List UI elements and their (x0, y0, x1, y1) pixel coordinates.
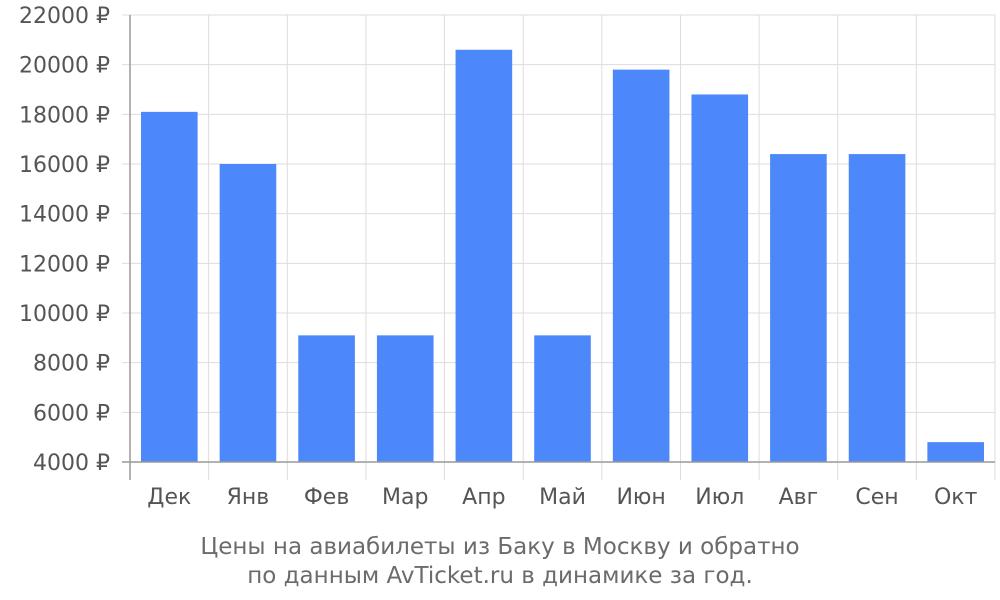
bar (219, 164, 277, 462)
x-tick-label: Мар (382, 485, 428, 510)
bar (770, 154, 827, 463)
y-tick-label: 12000 ₽ (19, 252, 110, 277)
x-tick-label: Дек (147, 485, 191, 510)
x-tick-label: Окт (934, 485, 978, 510)
y-tick-label: 4000 ₽ (33, 451, 110, 476)
x-tick-label: Апр (462, 485, 505, 510)
y-tick-label: 16000 ₽ (19, 153, 110, 178)
y-tick-label: 20000 ₽ (19, 54, 110, 79)
axis-layer: 4000 ₽ 6000 ₽ 8000 ₽ 10000 ₽ 12000 ₽ 14000 ₽ 1… (19, 4, 995, 510)
chart-caption-line-1: Цены на авиабилеты из Баку в Москву и об… (200, 534, 800, 560)
bar (848, 154, 906, 463)
bar (691, 94, 749, 462)
x-tick-label: Май (539, 485, 586, 510)
bar-layer (141, 49, 984, 463)
bar (534, 335, 591, 462)
bar-chart: 4000 ₽ 6000 ₽ 8000 ₽ 10000 ₽ 12000 ₽ 14000 ₽ 1… (19, 4, 996, 510)
x-tick-label: Авг (779, 485, 819, 510)
bar (927, 442, 984, 462)
y-tick-label: 10000 ₽ (19, 302, 110, 327)
bar (298, 335, 355, 462)
x-tick-label: Июл (695, 485, 744, 510)
bar (612, 69, 670, 462)
y-tick-label: 18000 ₽ (19, 103, 110, 128)
y-tick-label: 8000 ₽ (33, 352, 110, 377)
y-tick-label: 6000 ₽ (33, 401, 110, 426)
bar (376, 335, 434, 462)
x-tick-label: Июн (616, 485, 665, 510)
bar (455, 49, 513, 463)
x-tick-label: Фев (304, 485, 349, 510)
x-tick-label: Сен (855, 485, 898, 510)
y-tick-label: 22000 ₽ (19, 4, 110, 29)
y-tick-label: 14000 ₽ (19, 203, 110, 228)
bar (141, 111, 198, 462)
chart-caption-line-2: по данным AvTicket.ru в динамике за год. (247, 563, 753, 589)
x-tick-label: Янв (227, 485, 270, 510)
